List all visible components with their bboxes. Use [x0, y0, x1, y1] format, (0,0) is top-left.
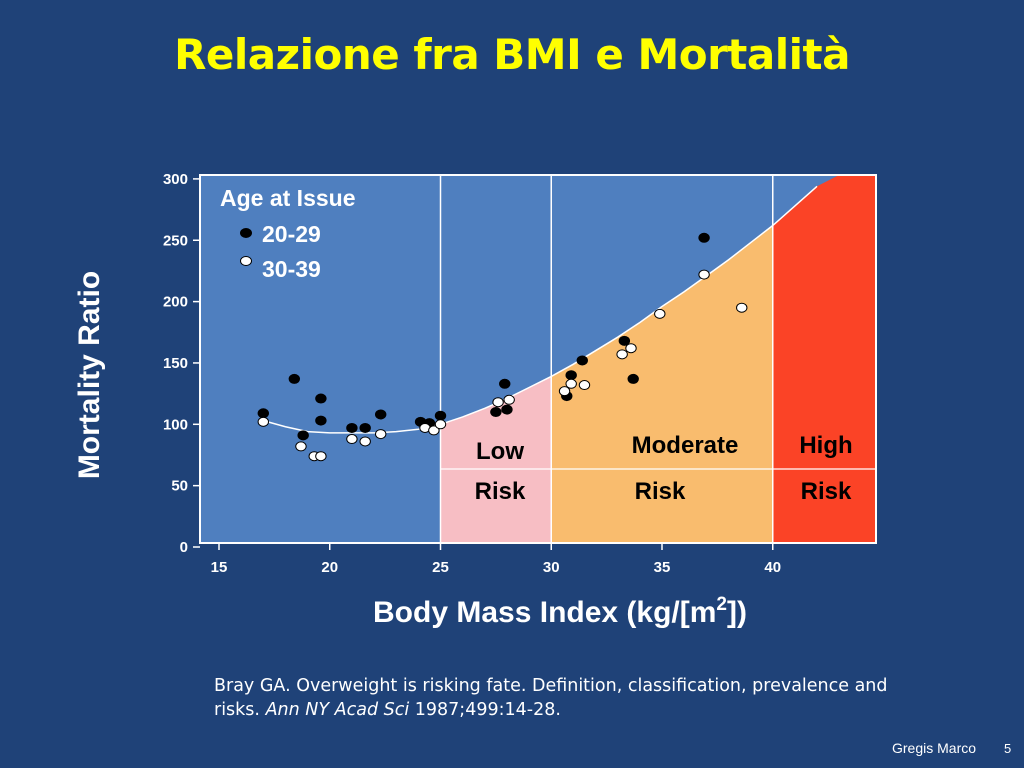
data-point-open-8	[428, 425, 440, 436]
legend-marker-filled	[240, 228, 252, 238]
data-point-filled-16	[576, 355, 588, 366]
zone-label-high-line1: High	[799, 432, 853, 459]
data-point-open-11	[503, 394, 515, 405]
data-point-open-19	[736, 302, 748, 313]
citation-text: Bray GA. Overweight is risking fate. Def…	[214, 676, 888, 720]
data-point-open-13	[565, 378, 577, 389]
x-tick-label-20: 20	[321, 559, 338, 576]
risk-zone-high	[772, 175, 876, 543]
data-point-filled-4	[315, 415, 327, 426]
data-point-open-18	[698, 269, 710, 280]
footer-author: Gregis Marco	[892, 740, 977, 756]
data-point-filled-12	[499, 378, 511, 389]
y-tick-label-100: 100	[163, 416, 188, 433]
x-tick-label-30: 30	[543, 559, 560, 576]
data-point-filled-17	[618, 335, 631, 346]
y-tick-label-150: 150	[163, 355, 188, 372]
y-tick-label-50: 50	[171, 478, 188, 495]
data-point-open-10	[492, 397, 504, 408]
data-point-filled-0	[257, 408, 269, 419]
zone-label-low-line1: Low	[476, 438, 524, 465]
y-tick-label-200: 200	[163, 294, 188, 311]
data-point-open-1	[295, 441, 307, 452]
data-point-open-17	[654, 308, 666, 319]
fitted-curve	[263, 185, 818, 434]
data-point-filled-11	[490, 407, 502, 418]
x-tick-label-15: 15	[211, 559, 228, 576]
zone-label-low-line2: Risk	[474, 478, 526, 505]
slide-title: Relazione fra BMI e Mortalità	[174, 30, 850, 79]
data-point-open-16	[625, 343, 637, 354]
data-point-open-6	[374, 429, 387, 440]
data-point-open-5	[359, 436, 371, 447]
zone-label-high-line2: Risk	[800, 478, 852, 505]
data-point-open-4	[346, 434, 358, 445]
data-point-open-14	[578, 380, 591, 391]
x-tick-label-25: 25	[432, 559, 449, 576]
data-point-filled-10	[434, 410, 447, 421]
data-point-filled-1	[288, 373, 301, 384]
data-point-filled-3	[315, 393, 327, 404]
data-point-filled-18	[627, 373, 639, 384]
chart-legend: Age at Issue 20-29 30-39	[220, 185, 356, 282]
x-tick-label-35: 35	[654, 559, 671, 576]
page-number: 5	[1004, 741, 1012, 756]
citation-journal: Ann NY Acad Sci	[265, 700, 410, 720]
y-tick-label-250: 250	[163, 232, 188, 249]
y-tick-label-300: 300	[163, 171, 188, 188]
x-axis-label: Body Mass Index (kg/[m2])	[0, 594, 1024, 630]
x-axis-label-superscript: 2	[716, 594, 727, 615]
data-point-open-3	[315, 451, 327, 462]
risk-zone-moderate	[551, 225, 773, 543]
data-point-filled-7	[374, 409, 387, 420]
data-point-filled-13	[501, 404, 513, 415]
zone-label-moderate-line2: Risk	[634, 478, 686, 505]
legend-marker-open	[240, 256, 252, 266]
y-axis-label: Mortality Ratio	[73, 270, 106, 480]
citation: Bray GA. Overweight is risking fate. Def…	[214, 674, 894, 722]
data-point-filled-2	[297, 430, 309, 441]
data-point-filled-15	[565, 370, 577, 381]
data-point-open-0	[257, 416, 269, 427]
x-axis-label-end: ])	[727, 596, 747, 629]
legend-title: Age at Issue	[220, 185, 356, 211]
data-point-filled-5	[346, 422, 358, 433]
x-axis-label-text: Body Mass Index (kg/[m	[373, 596, 717, 629]
data-point-open-9	[434, 419, 447, 430]
legend-entry-30-39: 30-39	[262, 256, 321, 282]
zone-label-moderate-line1: Moderate	[631, 432, 739, 459]
y-tick-label-0: 0	[180, 539, 188, 556]
citation-details: 1987;499:14-28.	[409, 700, 561, 720]
data-point-open-12	[558, 386, 571, 397]
legend-entry-20-29: 20-29	[262, 221, 321, 247]
data-point-filled-6	[359, 422, 371, 433]
data-point-filled-19	[698, 232, 710, 243]
data-point-open-15	[616, 349, 628, 360]
risk-zone-low	[440, 376, 552, 543]
x-tick-label-40: 40	[764, 559, 781, 576]
plot-frame	[199, 174, 877, 544]
